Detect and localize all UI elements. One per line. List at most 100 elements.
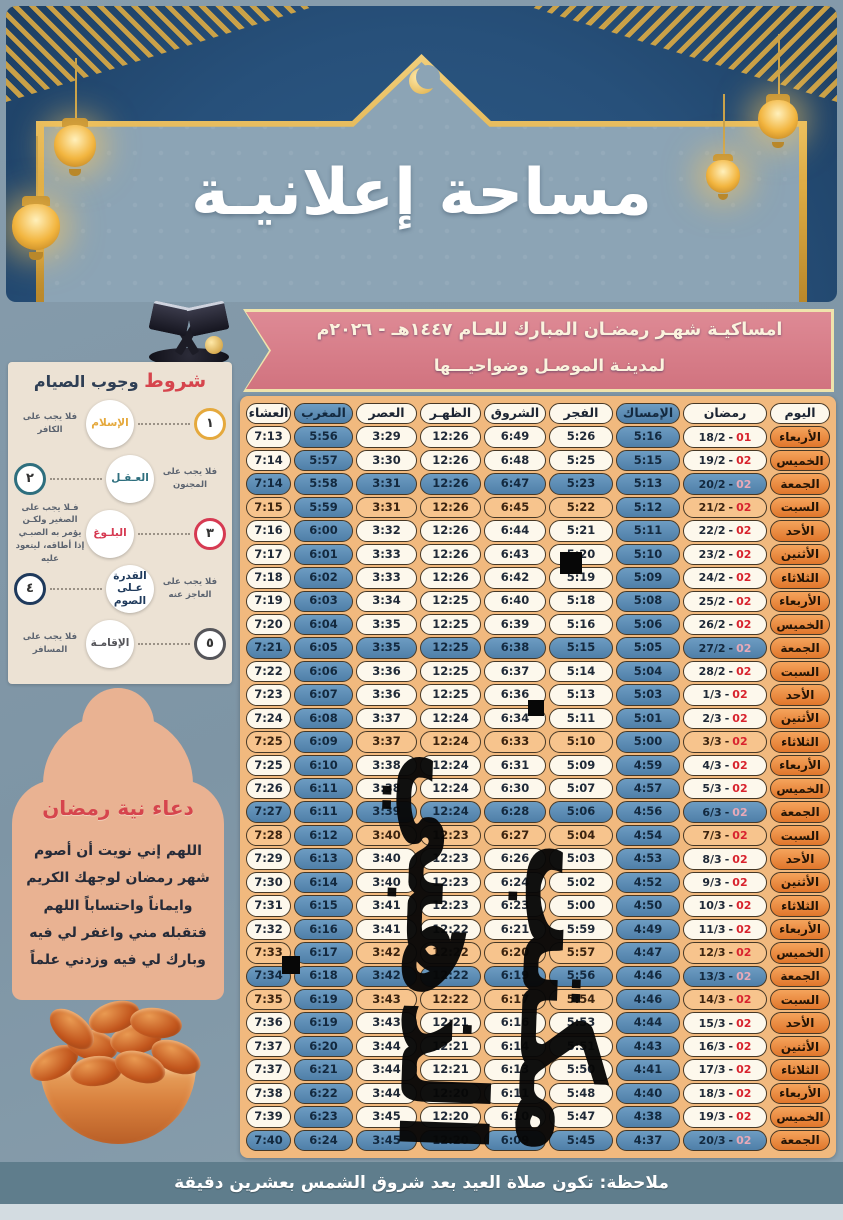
crescent-icon bbox=[408, 65, 440, 94]
time-cell: 3:37 bbox=[356, 731, 417, 753]
time-cell: 5:57 bbox=[549, 942, 613, 964]
time-cell: 5:18 bbox=[549, 590, 613, 612]
time-cell: 4:46 bbox=[616, 965, 680, 987]
condition-description: فلا يجب على العاجز عنه bbox=[162, 576, 218, 600]
lantern-icon bbox=[12, 136, 60, 260]
time-cell: 6:31 bbox=[484, 754, 546, 776]
day-cell: السبت bbox=[770, 496, 830, 519]
time-cell: 6:44 bbox=[484, 520, 546, 542]
day-cell: الخميس bbox=[770, 942, 830, 964]
time-cell: 6:07 bbox=[294, 684, 353, 706]
time-cell: 6:48 bbox=[484, 449, 546, 472]
time-cell: 4:57 bbox=[616, 778, 680, 800]
time-cell: 12:23 bbox=[420, 824, 481, 847]
header-cell: المغرب bbox=[294, 403, 353, 425]
time-cell: 12:20 bbox=[420, 1082, 481, 1105]
date-cell: 12/3-02 bbox=[683, 942, 767, 964]
date-cell: 24/2-02 bbox=[683, 567, 767, 589]
date-cell: 17/3-02 bbox=[683, 1059, 767, 1081]
day-cell: الخميس bbox=[770, 1106, 830, 1128]
header-cell: اليوم bbox=[770, 403, 830, 425]
time-cell: 12:22 bbox=[420, 965, 481, 987]
time-cell: 5:06 bbox=[549, 801, 613, 823]
time-cell: 3:44 bbox=[356, 1059, 417, 1081]
time-cell: 5:14 bbox=[549, 660, 613, 683]
date-cell: 6/3-02 bbox=[683, 801, 767, 823]
time-cell: 12:24 bbox=[420, 754, 481, 776]
time-cell: 4:38 bbox=[616, 1106, 680, 1128]
time-cell: 5:04 bbox=[549, 824, 613, 847]
day-cell: الثلاثاء bbox=[770, 1059, 830, 1081]
fasting-conditions-title: شروط وجوب الصيام bbox=[33, 370, 207, 392]
condition-item: ٣ البلـوغ فـلا يجب على الصغير ولكـن يؤمر … bbox=[14, 503, 226, 564]
day-cell: الأربعاء bbox=[770, 754, 830, 776]
time-cell: 7:40 bbox=[246, 1129, 291, 1151]
time-cell: 5:56 bbox=[549, 965, 613, 987]
time-cell: 3:30 bbox=[356, 449, 417, 472]
time-cell: 5:19 bbox=[549, 567, 613, 589]
time-cell: 12:25 bbox=[420, 660, 481, 683]
ad-space-title: مساحة إعلانيـة bbox=[190, 156, 653, 230]
dotted-connector bbox=[138, 642, 190, 645]
time-cell: 12:26 bbox=[420, 473, 481, 495]
time-cell: 6:03 bbox=[294, 590, 353, 612]
time-cell: 6:04 bbox=[294, 613, 353, 636]
condition-circle: القدرة عـلى الصوم bbox=[102, 560, 158, 617]
date-cell: 23/2-02 bbox=[683, 543, 767, 566]
time-cell: 5:00 bbox=[549, 895, 613, 917]
fasting-conditions-list: ١ الإسلام فلا يجب على الكافر فلا يجب على ا… bbox=[14, 395, 226, 672]
condition-description: فلا يجب على المسافر bbox=[22, 631, 78, 655]
time-cell: 5:03 bbox=[549, 848, 613, 870]
time-cell: 7:21 bbox=[246, 637, 291, 659]
date-cell: 26/2-02 bbox=[683, 613, 767, 636]
time-cell: 6:40 bbox=[484, 590, 546, 612]
time-cell: 7:13 bbox=[246, 426, 291, 448]
time-cell: 6:27 bbox=[484, 824, 546, 847]
time-cell: 6:37 bbox=[484, 660, 546, 683]
time-cell: 4:41 bbox=[616, 1059, 680, 1081]
time-cell: 6:43 bbox=[484, 543, 546, 566]
time-cell: 6:01 bbox=[294, 543, 353, 566]
time-cell: 7:14 bbox=[246, 473, 291, 495]
date-cell: 21/2-02 bbox=[683, 496, 767, 519]
time-cell: 12:20 bbox=[420, 1106, 481, 1128]
time-cell: 5:13 bbox=[616, 473, 680, 495]
time-cell: 5:10 bbox=[616, 543, 680, 566]
date-cell: 8/3-02 bbox=[683, 848, 767, 870]
condition-description: فلا يجب على المجنون bbox=[162, 466, 218, 490]
time-cell: 4:56 bbox=[616, 801, 680, 823]
time-cell: 5:03 bbox=[616, 684, 680, 706]
time-cell: 6:00 bbox=[294, 520, 353, 542]
time-cell: 4:40 bbox=[616, 1082, 680, 1105]
time-cell: 7:38 bbox=[246, 1082, 291, 1105]
time-cell: 6:17 bbox=[294, 942, 353, 964]
time-cell: 7:19 bbox=[246, 590, 291, 612]
day-cell: الأثنين bbox=[770, 871, 830, 894]
time-cell: 5:00 bbox=[616, 731, 680, 753]
time-cell: 12:25 bbox=[420, 590, 481, 612]
date-cell: 28/2-02 bbox=[683, 660, 767, 683]
time-cell: 6:11 bbox=[294, 778, 353, 800]
time-cell: 6:34 bbox=[484, 707, 546, 730]
header-cell: العشاء bbox=[246, 403, 291, 425]
time-cell: 7:35 bbox=[246, 988, 291, 1011]
time-cell: 12:26 bbox=[420, 426, 481, 448]
lantern-icon bbox=[758, 34, 798, 148]
calendar-title-line2: لمدينـة الموصـل وضواحيـــها bbox=[433, 356, 666, 375]
time-cell: 6:15 bbox=[294, 895, 353, 917]
time-cell: 12:25 bbox=[420, 613, 481, 636]
day-cell: السبت bbox=[770, 660, 830, 683]
dates-bowl-illustration bbox=[18, 994, 218, 1160]
time-cell: 7:28 bbox=[246, 824, 291, 847]
time-cell: 7:32 bbox=[246, 918, 291, 941]
time-cell: 7:39 bbox=[246, 1106, 291, 1128]
date-cell: 7/3-02 bbox=[683, 824, 767, 847]
day-cell: الثلاثاء bbox=[770, 731, 830, 753]
time-cell: 3:42 bbox=[356, 965, 417, 987]
time-cell: 3:31 bbox=[356, 473, 417, 495]
time-cell: 3:45 bbox=[356, 1106, 417, 1128]
header-cell: العصر bbox=[356, 403, 417, 425]
time-cell: 7:14 bbox=[246, 449, 291, 472]
day-cell: الأربعاء bbox=[770, 918, 830, 941]
time-cell: 12:26 bbox=[420, 520, 481, 542]
